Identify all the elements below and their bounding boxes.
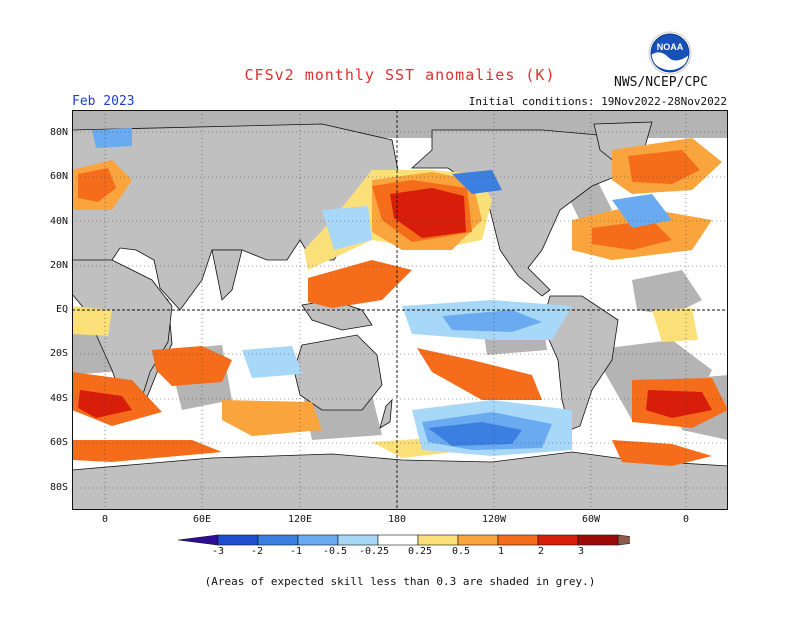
sst-anomaly-map xyxy=(72,110,728,510)
noaa-logo-icon: NOAA xyxy=(648,31,692,75)
map-title: CFSv2 monthly SST anomalies (K) xyxy=(244,66,556,84)
lat-label-60n: 60N xyxy=(49,171,68,182)
colorbar-label: -0.5 xyxy=(322,546,348,557)
lon-label-60e: 60E xyxy=(192,514,212,525)
colorbar-segment xyxy=(257,534,299,546)
lat-label-20s: 20S xyxy=(49,348,68,359)
colorbar-label: 0.5 xyxy=(451,546,471,557)
skill-footnote: (Areas of expected skill less than 0.3 a… xyxy=(204,575,596,588)
logo-text: NOAA xyxy=(657,42,684,52)
lat-label-40s: 40S xyxy=(49,393,68,404)
colorbar-arrow-high xyxy=(617,534,630,546)
colorbar-segment xyxy=(337,534,379,546)
colorbar-segment xyxy=(377,534,419,546)
lon-label-0: 0 xyxy=(101,514,109,525)
lat-label-20n: 20N xyxy=(49,260,68,271)
colorbar-label: -1 xyxy=(289,546,303,557)
colorbar-label: -2 xyxy=(250,546,264,557)
colorbar-segment xyxy=(297,534,339,546)
initial-conditions: Initial conditions: 19Nov2022-28Nov2022 xyxy=(468,95,727,108)
warm-anomalies xyxy=(72,138,728,466)
lat-label-40n: 40N xyxy=(49,216,68,227)
colorbar-label: 1 xyxy=(497,546,505,557)
lon-label-0-east: 0 xyxy=(682,514,690,525)
lon-label-60w: 60W xyxy=(581,514,601,525)
lat-label-eq: EQ xyxy=(55,304,68,315)
lat-label-80s: 80S xyxy=(49,482,68,493)
lat-label-80n: 80N xyxy=(49,127,68,138)
colorbar-arrow-low xyxy=(177,534,219,546)
colorbar-label: -3 xyxy=(211,546,225,557)
lon-label-120e: 120E xyxy=(287,514,313,525)
colorbar-segment xyxy=(497,534,539,546)
colorbar-segment xyxy=(457,534,499,546)
colorbar-segment xyxy=(577,534,619,546)
colorbar-label: 3 xyxy=(577,546,585,557)
agency-label: NWS/NCEP/CPC xyxy=(614,75,708,90)
colorbar-label: -0.25 xyxy=(358,546,390,557)
colorbar-label: 0.25 xyxy=(407,546,433,557)
colorbar xyxy=(177,534,630,546)
forecast-month: Feb 2023 xyxy=(72,94,135,109)
colorbar-label: 2 xyxy=(537,546,545,557)
map-frame xyxy=(72,110,728,510)
colorbar-segment xyxy=(217,534,259,546)
lon-label-120w: 120W xyxy=(481,514,507,525)
lat-label-60s: 60S xyxy=(49,437,68,448)
colorbar-segment xyxy=(417,534,459,546)
lon-label-180: 180 xyxy=(387,514,407,525)
colorbar-segment xyxy=(537,534,579,546)
